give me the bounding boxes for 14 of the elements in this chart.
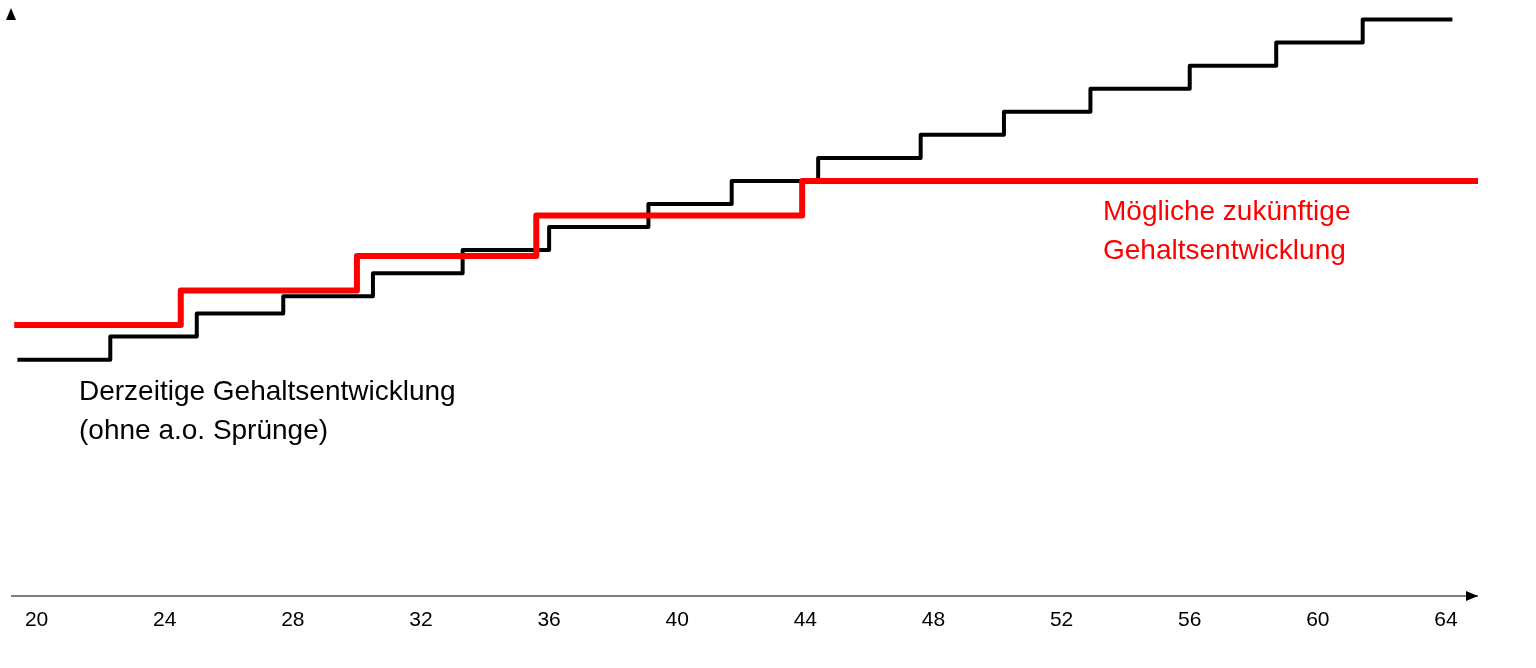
- x-tick-label: 64: [1434, 606, 1458, 630]
- x-tick-label: 48: [921, 606, 946, 630]
- x-tick-label: 56: [1178, 606, 1202, 630]
- x-tick-label: 44: [793, 606, 818, 630]
- x-tick-label: 28: [281, 606, 305, 630]
- series-label: Derzeitige Gehaltsentwicklung (ohne a.o. Sprünge): [79, 375, 456, 445]
- x-tick-label: 36: [537, 606, 561, 630]
- x-tick-label: 24: [153, 606, 177, 630]
- x-tick-label: 40: [665, 606, 689, 630]
- x-tick-label: 60: [1306, 606, 1330, 630]
- x-tick-label: 32: [409, 606, 433, 630]
- series-label: Mögliche zukünftige Gehaltsentwicklung: [1103, 195, 1351, 265]
- x-tick-label: 20: [24, 606, 49, 630]
- x-tick-label: 52: [1049, 606, 1074, 630]
